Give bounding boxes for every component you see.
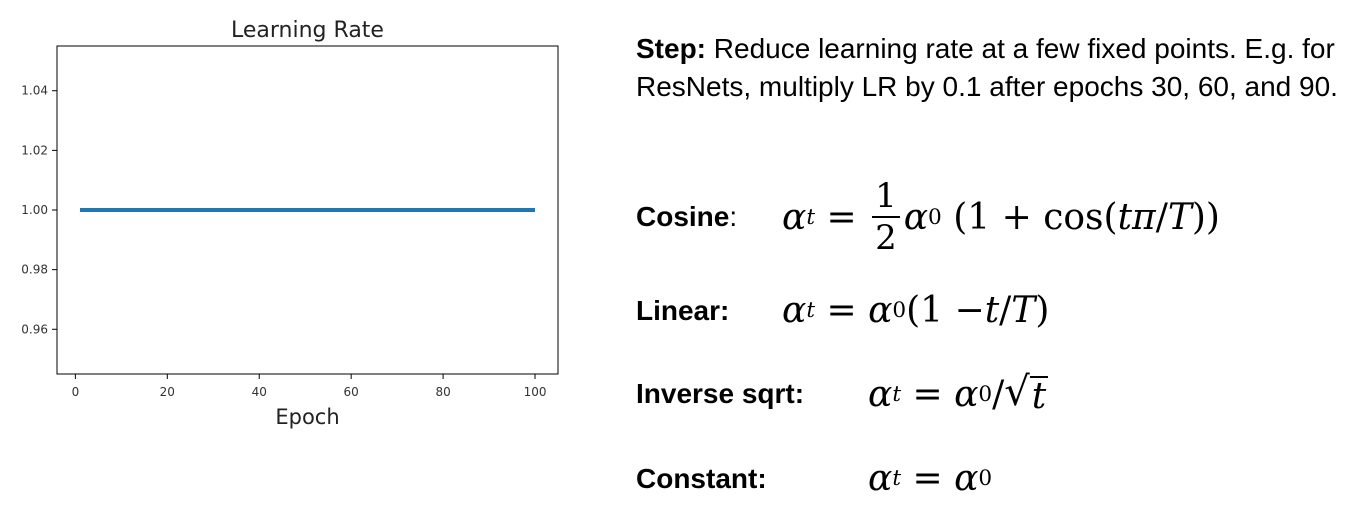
chart-title: Learning Rate (231, 18, 384, 43)
x-tick-label: 80 (435, 385, 450, 399)
step-paragraph: Step: Reduce learning rate at a few fixe… (636, 30, 1351, 106)
y-tick-label: 1.02 (21, 143, 48, 157)
x-tick-label: 20 (160, 385, 175, 399)
learning-rate-chart: Learning Rate 0 20 40 60 80 100 0.96 0.98 1.00 1… (21, 18, 559, 429)
inverse-sqrt-label: Inverse sqrt: (636, 378, 805, 409)
cosine-label: Cosine (636, 201, 730, 232)
linear-label: Linear: (636, 294, 730, 326)
constant-label: Constant: (636, 462, 767, 494)
x-axis-title: Epoch (275, 405, 339, 429)
x-tick-label: 60 (344, 385, 359, 399)
step-description: Step: Reduce learning rate at a few fixe… (636, 30, 1351, 106)
cosine-colon: : (729, 201, 738, 232)
step-label: Step: (636, 33, 706, 64)
x-tick-label: 0 (72, 385, 80, 399)
x-tick-label: 100 (524, 385, 547, 399)
x-tick-label: 40 (252, 385, 267, 399)
y-axis-ticks: 0.96 0.98 1.00 1.02 1.04 (21, 84, 57, 336)
step-text: Reduce learning rate at a few fixed poin… (636, 33, 1338, 102)
y-tick-label: 1.04 (21, 84, 48, 98)
y-tick-label: 0.98 (21, 263, 48, 277)
x-axis-ticks: 0 20 40 60 80 100 (72, 374, 547, 399)
y-tick-label: 0.96 (21, 322, 48, 336)
y-tick-label: 1.00 (21, 203, 48, 217)
